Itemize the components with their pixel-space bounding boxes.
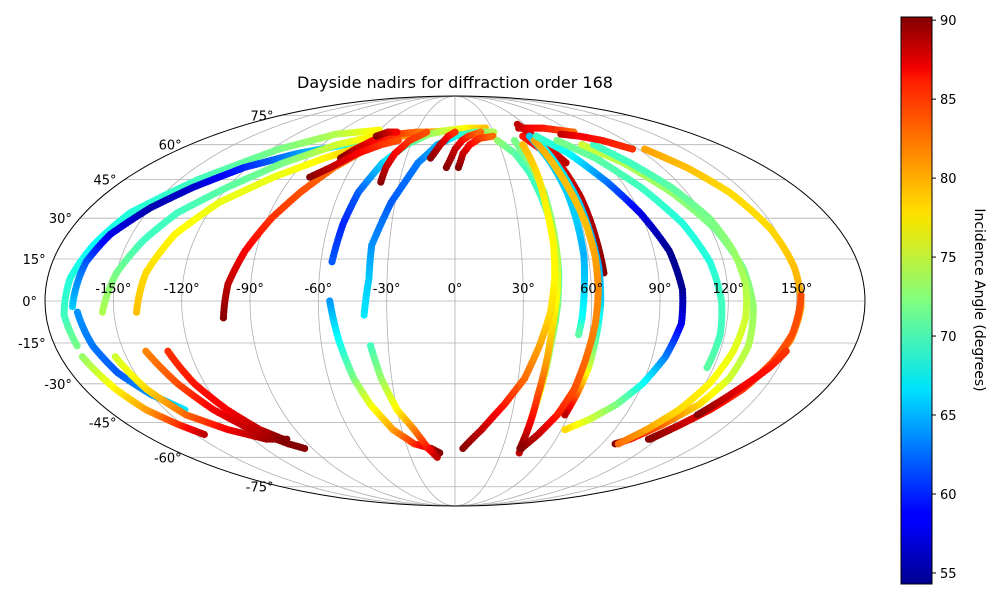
lat-tick-label: 60° (159, 139, 182, 154)
data-point (394, 136, 402, 145)
lon-tick-label: -60° (304, 282, 332, 297)
lat-tick-label: -60° (154, 451, 182, 466)
data-point (279, 435, 288, 443)
track-30 (532, 132, 687, 434)
lon-tick-label: -90° (236, 282, 264, 297)
data-point (574, 331, 583, 339)
track-15 (360, 128, 498, 319)
lat-tick-label: 0° (22, 295, 37, 310)
data-point (519, 141, 527, 149)
data-point (301, 444, 309, 453)
data-point (422, 128, 431, 136)
colorbar-tick-label: 80 (940, 172, 957, 187)
track-1 (78, 353, 208, 439)
lon-tick-label: 30° (512, 282, 535, 297)
lon-tick-label: -30° (373, 282, 401, 297)
data-point (489, 132, 497, 140)
track-28 (517, 136, 602, 453)
lat-tick-label: 45° (94, 174, 117, 189)
lat-tick-label: -30° (44, 378, 72, 393)
lon-tick-label: 0° (448, 282, 463, 297)
lat-tick-label: -45° (89, 416, 117, 431)
lon-tick-label: -150° (95, 282, 131, 297)
track-35 (589, 141, 751, 448)
colorbar-tick-label: 75 (940, 251, 957, 266)
data-point (433, 453, 441, 461)
lon-tick-label: 90° (648, 282, 671, 297)
track-12 (164, 347, 288, 443)
colorbar-tick-label: 60 (940, 488, 957, 503)
data-point (782, 347, 790, 355)
colorbar-tick-label: 90 (940, 14, 957, 29)
colorbar-tick-label: 85 (940, 93, 957, 108)
lat-tick-label: 30° (49, 212, 72, 227)
lat-tick-label: 15° (23, 253, 46, 268)
data-point (562, 159, 570, 167)
colorbar-tick-label: 70 (940, 330, 957, 345)
track-19 (442, 128, 485, 172)
lat-tick-label: -75° (246, 481, 274, 496)
colorbar-tick-label: 65 (940, 409, 957, 424)
data-point (200, 430, 208, 439)
point-layer (60, 120, 805, 461)
lon-tick-label: 120° (713, 282, 744, 297)
lon-tick-label: -120° (164, 282, 200, 297)
data-point (451, 128, 459, 136)
track-27 (459, 141, 559, 453)
track-14 (326, 297, 444, 457)
data-point (797, 291, 805, 299)
colorbar-label: Incidence Angle (degrees) (971, 208, 987, 391)
data-point (477, 128, 485, 136)
data-point (628, 145, 637, 153)
lon-tick-label: 60° (580, 282, 603, 297)
track-4 (98, 130, 386, 316)
track-18 (426, 128, 459, 162)
data-point (703, 364, 711, 372)
lat-tick-label: -15° (18, 337, 46, 352)
track-17 (377, 128, 431, 186)
data-point (561, 411, 569, 419)
track-16 (366, 342, 441, 461)
colorbar-ticks: 55 60 65 70 75 80 85 90 (932, 14, 957, 582)
track-20 (454, 132, 497, 172)
data-point (561, 426, 569, 434)
colorbar-tick-label: 55 (940, 567, 957, 582)
lon-tick-label: 150° (781, 282, 812, 297)
data-point (393, 128, 401, 136)
lat-tick-label: 75° (250, 109, 273, 124)
chart-title: Dayside nadirs for diffraction order 168 (297, 73, 613, 92)
track-31 (553, 136, 726, 372)
track-10 (306, 136, 402, 181)
track-11 (372, 128, 401, 140)
colorbar (900, 16, 933, 585)
